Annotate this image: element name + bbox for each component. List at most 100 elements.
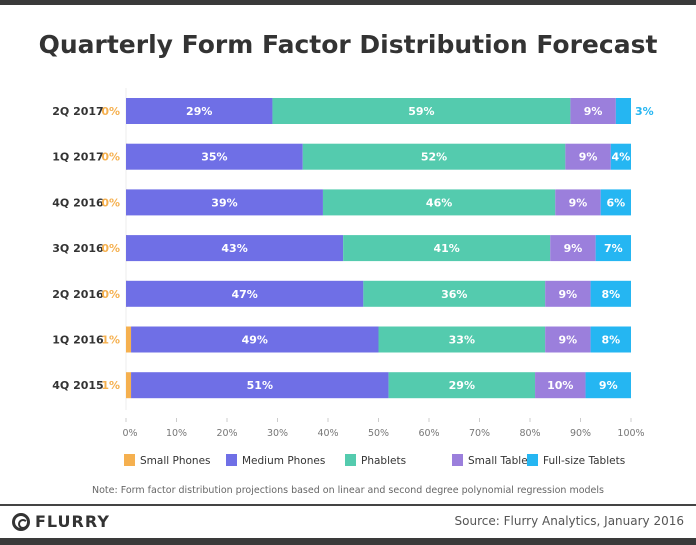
- chart-title: Quarterly Form Factor Distribution Forec…: [38, 30, 658, 59]
- logo-text: FLURRY: [35, 512, 110, 531]
- legend-label: Phablets: [361, 455, 406, 467]
- legend-swatch: [124, 454, 135, 466]
- data-label: 59%: [408, 105, 434, 118]
- x-tick-label: 60%: [418, 428, 439, 439]
- data-label: 9%: [564, 242, 583, 255]
- category-label: 1Q 2016: [52, 334, 104, 347]
- footer-divider: [0, 504, 696, 506]
- data-label: 6%: [607, 196, 626, 209]
- legend-swatch: [226, 454, 237, 466]
- flurry-logo: FLURRY: [12, 512, 110, 531]
- data-label: 3%: [635, 105, 654, 118]
- data-label: 1%: [101, 379, 120, 392]
- source-text: Source: Flurry Analytics, January 2016: [454, 514, 684, 528]
- chart-note: Note: Form factor distribution projectio…: [92, 485, 604, 496]
- bar-segment-full-size-tablets: [585, 372, 631, 399]
- bar-segment-phablets: [322, 189, 556, 216]
- bar-segment-medium-phones: [126, 189, 323, 216]
- x-tick-label: 70%: [469, 428, 490, 439]
- category-label: 2Q 2016: [52, 288, 104, 301]
- category-label: 4Q 2015: [52, 379, 103, 392]
- bar-segment-phablets: [343, 235, 551, 262]
- x-tick-label: 100%: [617, 428, 644, 439]
- data-label: 49%: [242, 334, 268, 347]
- data-label: 46%: [426, 196, 452, 209]
- bar-segment-small-tablets: [550, 235, 596, 262]
- legend-swatch: [452, 454, 463, 466]
- legend-swatch: [345, 454, 356, 466]
- bar-segment-small-tablets: [555, 189, 601, 216]
- data-label: 0%: [101, 105, 120, 118]
- data-label: 39%: [211, 196, 237, 209]
- bar-segment-full-size-tablets: [610, 143, 631, 170]
- category-label: 3Q 2016: [52, 242, 104, 255]
- bar-segment-full-size-tablets: [590, 326, 631, 353]
- data-label: 29%: [186, 105, 212, 118]
- bar-segment-full-size-tablets: [600, 189, 631, 216]
- data-label: 0%: [101, 151, 120, 164]
- data-label: 35%: [201, 151, 227, 164]
- data-label: 47%: [232, 288, 258, 301]
- bar-segment-small-phones: [126, 326, 132, 353]
- flurry-logo-icon: [12, 512, 30, 531]
- data-label: 33%: [449, 334, 475, 347]
- category-label: 2Q 2017: [52, 105, 103, 118]
- data-label: 29%: [449, 379, 475, 392]
- data-label: 4%: [612, 151, 631, 164]
- x-tick-label: 20%: [216, 428, 237, 439]
- bar-segment-phablets: [378, 326, 546, 353]
- data-label: 7%: [604, 242, 623, 255]
- category-label: 1Q 2017: [52, 151, 103, 164]
- x-tick-label: 80%: [519, 428, 540, 439]
- bar-segment-medium-phones: [126, 280, 364, 307]
- legend-swatch: [527, 454, 538, 466]
- data-label: 8%: [601, 288, 620, 301]
- bar-segment-small-tablets: [545, 280, 591, 307]
- data-label: 9%: [579, 151, 598, 164]
- bar-segment-full-size-tablets: [595, 235, 631, 262]
- bar-segment-medium-phones: [131, 326, 379, 353]
- bar-segment-phablets: [302, 143, 566, 170]
- data-label: 51%: [247, 379, 273, 392]
- data-label: 0%: [101, 196, 120, 209]
- bar-segment-medium-phones: [126, 235, 344, 262]
- bar-segment-small-tablets: [570, 98, 616, 124]
- legend-label: Small Phones: [140, 455, 211, 467]
- bar-segment-small-tablets: [545, 326, 591, 353]
- x-tick-label: 30%: [267, 428, 288, 439]
- x-tick-label: 40%: [317, 428, 338, 439]
- bar-segment-medium-phones: [126, 143, 303, 170]
- data-label: 0%: [101, 288, 120, 301]
- legend-label: Small Tablets: [468, 455, 537, 467]
- top-bar: [0, 0, 696, 5]
- x-tick-label: 0%: [122, 428, 137, 439]
- bar-segment-phablets: [363, 280, 546, 307]
- data-label: 41%: [434, 242, 460, 255]
- legend-label: Medium Phones: [242, 455, 325, 467]
- x-tick-label: 10%: [166, 428, 187, 439]
- bar-segment-full-size-tablets: [590, 280, 631, 307]
- bar-segment-small-tablets: [535, 372, 586, 399]
- data-label: 9%: [559, 334, 578, 347]
- bar-segment-medium-phones: [126, 98, 273, 124]
- x-tick-label: 90%: [570, 428, 591, 439]
- bar-segment-phablets: [272, 98, 571, 124]
- x-tick-label: 50%: [368, 428, 389, 439]
- bar-segment-small-tablets: [565, 143, 611, 170]
- data-label: 9%: [559, 288, 578, 301]
- data-label: 8%: [601, 334, 620, 347]
- data-label: 36%: [441, 288, 467, 301]
- category-label: 4Q 2016: [52, 196, 104, 209]
- bottom-bar: [0, 538, 696, 545]
- data-label: 9%: [584, 105, 603, 118]
- bar-segment-full-size-tablets: [615, 98, 631, 124]
- data-label: 9%: [569, 196, 588, 209]
- data-label: 10%: [547, 379, 573, 392]
- bar-segment-medium-phones: [131, 372, 389, 399]
- bar-segment-phablets: [388, 372, 536, 399]
- bar-segment-small-phones: [126, 372, 132, 399]
- data-label: 9%: [599, 379, 618, 392]
- data-label: 0%: [101, 242, 120, 255]
- data-label: 52%: [421, 151, 447, 164]
